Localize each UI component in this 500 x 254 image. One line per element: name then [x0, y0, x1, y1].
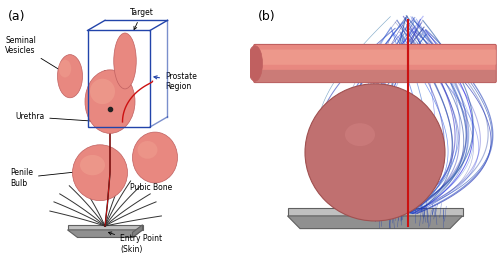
FancyBboxPatch shape — [254, 44, 496, 83]
Polygon shape — [68, 230, 142, 237]
Ellipse shape — [80, 155, 105, 175]
Ellipse shape — [59, 60, 72, 77]
Polygon shape — [132, 225, 142, 237]
Ellipse shape — [305, 84, 445, 221]
Polygon shape — [288, 216, 463, 229]
Text: Target: Target — [130, 8, 154, 30]
Ellipse shape — [132, 132, 178, 183]
Text: (a): (a) — [8, 10, 25, 23]
Polygon shape — [288, 208, 463, 216]
Ellipse shape — [58, 55, 82, 98]
FancyBboxPatch shape — [254, 70, 496, 83]
Text: Prostate
Region: Prostate Region — [154, 72, 197, 91]
Ellipse shape — [345, 123, 375, 146]
Polygon shape — [68, 225, 142, 230]
FancyBboxPatch shape — [254, 50, 496, 65]
Ellipse shape — [248, 46, 262, 81]
Ellipse shape — [85, 70, 135, 133]
Text: (b): (b) — [258, 10, 275, 23]
Text: Seminal
Vesicles: Seminal Vesicles — [5, 36, 67, 74]
Text: Entry Point
(Skin): Entry Point (Skin) — [108, 232, 162, 253]
Ellipse shape — [90, 79, 115, 104]
Ellipse shape — [114, 33, 136, 89]
Text: Pubic Bone: Pubic Bone — [130, 156, 172, 193]
Ellipse shape — [72, 145, 128, 201]
Ellipse shape — [138, 141, 158, 159]
Bar — [88, 30, 150, 127]
Text: Penile
Bulb: Penile Bulb — [10, 168, 89, 187]
Text: Urethra: Urethra — [15, 112, 102, 123]
